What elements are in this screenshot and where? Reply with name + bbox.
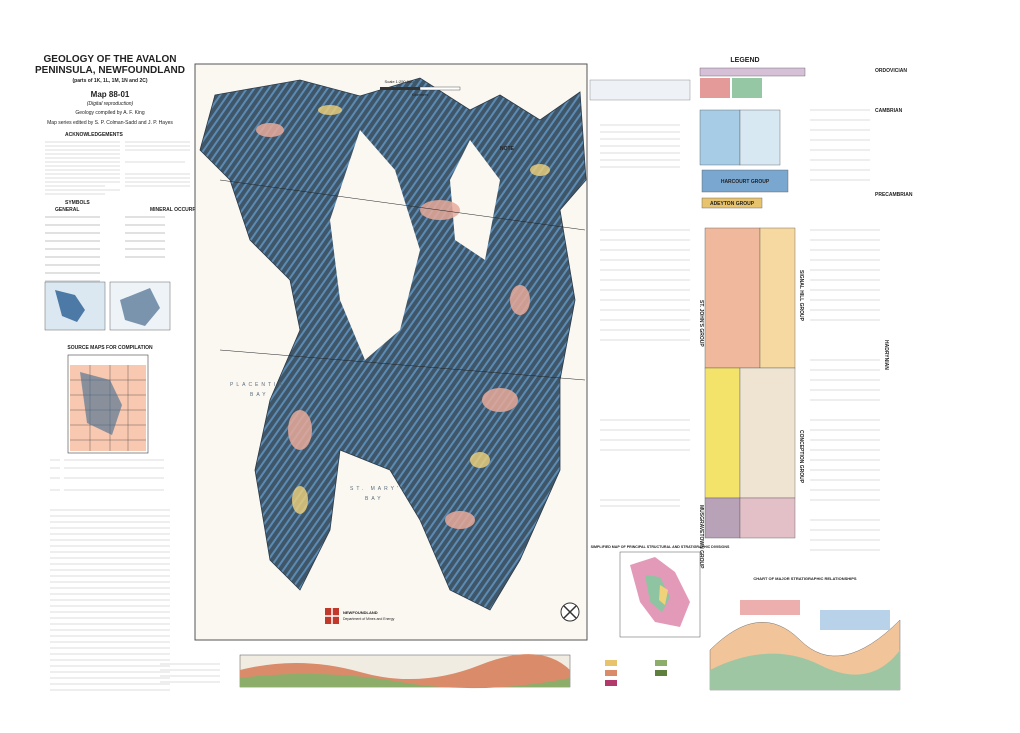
- department: Department of Mines and Energy: [343, 617, 395, 621]
- place-label: ST. MARY'S: [350, 486, 407, 492]
- section-heading: MINERAL OCCURRENCES: [150, 207, 214, 213]
- section-heading: SIMPLIFIED MAP OF PRINCIPAL STRUCTURAL A…: [591, 545, 730, 549]
- legend-swatches-bottom: [605, 660, 667, 686]
- geologic-map: Scale 1:250 000 Kilometres PLACENTIA BAY…: [194, 63, 588, 641]
- text-lines: [45, 141, 190, 195]
- stratigraphic-chart: [709, 600, 901, 691]
- legend-columns: [699, 109, 796, 539]
- index-maps: [44, 281, 171, 331]
- legend-title: LEGEND: [730, 57, 759, 64]
- section-heading: CHART OF MAJOR STRATIGRAPHIC RELATIONSHI…: [753, 576, 857, 581]
- cross-sections: [160, 654, 571, 689]
- references: [50, 459, 170, 691]
- title: GEOLOGY OF THE AVALON: [44, 54, 177, 65]
- subtitle: (parts of 1K, 1L, 1M, 1N and 2C): [72, 78, 147, 84]
- period-label: ORDOVICIAN: [875, 68, 907, 74]
- group-label: MUSGRAVETOWN GROUP: [698, 505, 704, 569]
- compiled-by: Geology compiled by A. F. King: [75, 110, 144, 116]
- reproduction: (Digital reproduction): [87, 101, 134, 107]
- group-label: ST. JOHN'S GROUP: [698, 300, 704, 347]
- map-number: Map 88-01: [91, 90, 130, 99]
- group-label: SIGNAL HILL GROUP: [798, 270, 804, 322]
- section-heading: SYMBOLS: [65, 200, 90, 206]
- section-heading: ACKNOWLEDGEMENTS: [65, 132, 123, 138]
- group-label: CONCEPTION GROUP: [798, 430, 804, 484]
- section-heading: NOTE: [500, 146, 515, 152]
- section-heading: SOURCE MAPS FOR COMPILATION: [67, 345, 153, 351]
- scale-label: Scale 1:250 000: [385, 79, 415, 84]
- group-label: HARCOURT GROUP: [721, 179, 770, 185]
- group-label: ADEYTON GROUP: [710, 201, 755, 207]
- legend-descriptions: [600, 109, 880, 551]
- place-label: BAY: [365, 496, 384, 502]
- province: NEWFOUNDLAND: [343, 610, 378, 615]
- place-label: BAY: [250, 392, 269, 398]
- department-logo: NEWFOUNDLAND Department of Mines and Ene…: [325, 608, 395, 624]
- place-label: PLACENTIA: [230, 382, 285, 388]
- source-index: [67, 354, 149, 454]
- scale-units: Kilometres: [412, 93, 429, 97]
- period-label: PRECAMBRIAN: [875, 192, 913, 198]
- section-heading: GENERAL: [55, 207, 79, 213]
- period-label: HADRYNIAN: [883, 340, 889, 370]
- edited-by: Map series edited by S. P. Colman-Sadd a…: [47, 120, 173, 126]
- title: PENINSULA, NEWFOUNDLAND: [35, 65, 185, 76]
- title-block: GEOLOGY OF THE AVALON PENINSULA, NEWFOUN…: [35, 54, 185, 126]
- period-label: CAMBRIAN: [875, 108, 903, 114]
- legend-upper: [589, 67, 806, 101]
- simplified-map: [619, 551, 701, 638]
